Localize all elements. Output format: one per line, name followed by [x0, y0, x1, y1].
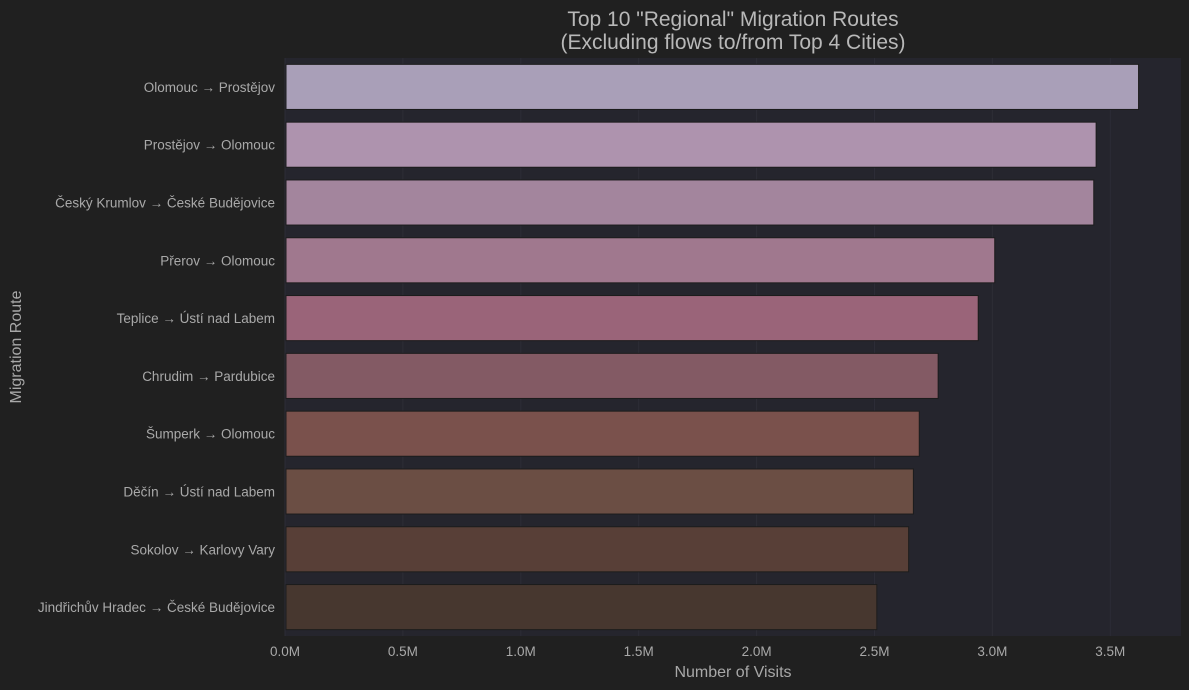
- y-tick-label: Český Krumlov → České Budějovice: [55, 196, 275, 211]
- y-tick-label: Děčín → Ústí nad Labem: [123, 485, 275, 500]
- x-tick-label: 1.0M: [506, 644, 536, 659]
- x-tick-label: 3.0M: [977, 644, 1007, 659]
- chart-subtitle: (Excluding flows to/from Top 4 Cities): [560, 31, 905, 54]
- y-tick-label: Olomouc → Prostějov: [144, 80, 276, 95]
- y-axis-label: Migration Route: [8, 290, 25, 403]
- bar: [285, 584, 878, 631]
- x-tick-label: 2.5M: [859, 644, 889, 659]
- y-tick-label: Teplice → Ústí nad Labem: [117, 311, 275, 326]
- x-tick-label: 0.5M: [388, 644, 418, 659]
- x-tick-label: 2.0M: [742, 644, 772, 659]
- bars: [285, 63, 1140, 631]
- bar: [285, 410, 920, 457]
- y-tick-label: Prostějov → Olomouc: [144, 138, 276, 153]
- x-axis-label: Number of Visits: [674, 664, 791, 681]
- y-tick-label: Jindřichův Hradec → České Budějovice: [38, 600, 275, 615]
- bar: [285, 237, 996, 284]
- x-tick-label: 0.0M: [270, 644, 300, 659]
- bar: [285, 526, 910, 573]
- chart-title: Top 10 "Regional" Migration Routes: [567, 8, 898, 31]
- bar: [285, 179, 1095, 226]
- y-tick-label: Šumperk → Olomouc: [146, 427, 275, 442]
- x-tick-labels: 0.0M 0.5M 1.0M 1.5M 2.0M 2.5M 3.0M 3.5M: [270, 644, 1125, 659]
- bar: [285, 295, 979, 342]
- y-tick-label: Sokolov → Karlovy Vary: [130, 542, 275, 557]
- bar: [285, 468, 914, 515]
- x-tick-label: 1.5M: [624, 644, 654, 659]
- bar: [285, 121, 1097, 168]
- bar: [285, 352, 939, 399]
- bar: [285, 63, 1140, 110]
- y-tick-labels: Olomouc → Prostějov Prostějov → Olomouc Če…: [38, 80, 275, 615]
- x-tick-label: 3.5M: [1095, 644, 1125, 659]
- y-tick-label: Přerov → Olomouc: [160, 253, 275, 268]
- y-tick-label: Chrudim → Pardubice: [142, 369, 275, 384]
